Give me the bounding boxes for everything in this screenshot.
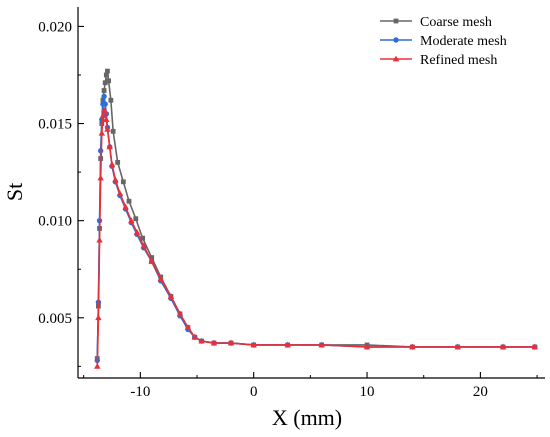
data-point	[133, 228, 141, 235]
data-point	[157, 275, 164, 282]
data-point	[198, 337, 205, 344]
legend-marker	[393, 18, 399, 24]
data-point	[103, 72, 109, 78]
data-point	[363, 343, 371, 350]
data-point	[140, 235, 146, 241]
series-moderate-mesh	[94, 93, 538, 364]
data-point	[112, 176, 119, 183]
data-point	[120, 179, 126, 185]
data-point	[409, 343, 416, 350]
data-point	[103, 116, 110, 123]
data-point	[148, 258, 155, 264]
data-point	[106, 143, 113, 150]
data-point	[102, 101, 108, 107]
legend-marker	[392, 55, 400, 62]
data-point	[184, 324, 192, 330]
legend-item: Moderate mesh	[380, 34, 507, 49]
data-point	[210, 339, 218, 346]
data-point	[102, 80, 108, 86]
x-tick-label: -10	[130, 384, 150, 400]
data-point	[167, 293, 175, 299]
legend-marker	[393, 37, 399, 43]
data-point	[99, 112, 107, 119]
data-point	[133, 216, 139, 222]
data-point	[116, 190, 124, 196]
data-point	[499, 343, 507, 350]
x-tick-label: 10	[360, 384, 375, 400]
x-tick-label: 0	[250, 384, 258, 400]
data-point	[115, 159, 121, 165]
data-point	[108, 97, 114, 103]
data-point	[104, 125, 111, 132]
legend: Coarse mesh Moderate mesh Refined mesh	[380, 15, 507, 68]
data-point	[105, 68, 110, 74]
data-point	[284, 341, 291, 348]
series-line	[96, 109, 535, 367]
x-tick-label: 20	[473, 384, 488, 400]
legend-item: Coarse mesh	[380, 15, 492, 30]
data-point	[96, 236, 103, 243]
legend-label: Refined mesh	[420, 53, 497, 68]
legend-label: Moderate mesh	[420, 34, 507, 49]
data-point	[149, 255, 155, 260]
data-point	[250, 341, 257, 348]
plot-series	[94, 68, 538, 369]
data-point	[106, 78, 112, 84]
y-tick-label: 0.020	[38, 19, 72, 35]
data-point	[95, 314, 102, 321]
data-point	[102, 108, 109, 115]
series-refined-mesh	[94, 106, 538, 369]
y-axis-label: St	[2, 183, 27, 201]
data-point	[128, 217, 135, 224]
data-point	[94, 362, 101, 369]
legend-label: Coarse mesh	[420, 15, 492, 30]
data-point	[454, 343, 461, 350]
series-line	[96, 70, 535, 359]
series-coarse-mesh	[94, 68, 538, 361]
data-point	[108, 160, 116, 167]
y-tick-label: 0.015	[38, 117, 72, 133]
data-point	[318, 341, 325, 348]
data-point	[531, 343, 538, 350]
data-point	[101, 93, 107, 100]
data-point	[97, 174, 104, 181]
data-point	[227, 339, 235, 346]
data-point	[176, 310, 184, 317]
data-point	[140, 242, 147, 249]
data-point	[110, 128, 116, 134]
y-tick-label: 0.005	[38, 311, 72, 327]
data-point	[98, 129, 106, 136]
axes: -10 0 10 20 0.005 0.010 0.015 0.020	[38, 7, 545, 400]
data-point	[191, 333, 198, 340]
data-point	[126, 198, 132, 204]
y-tick-label: 0.010	[38, 214, 72, 230]
data-point	[122, 203, 129, 210]
x-axis-label: X (mm)	[272, 405, 342, 430]
series-line	[96, 95, 535, 361]
data-point	[101, 88, 107, 93]
legend-item: Refined mesh	[380, 53, 497, 68]
